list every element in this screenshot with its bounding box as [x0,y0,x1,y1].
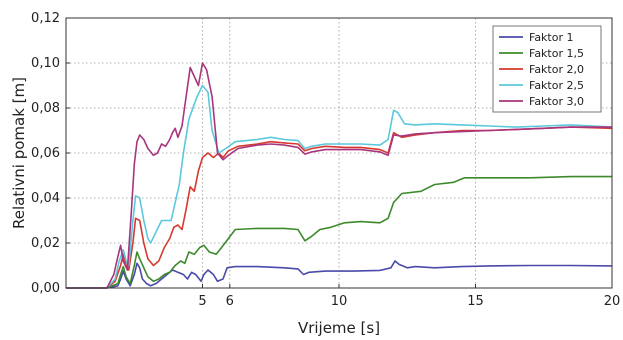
y-tick-label: 0,04 [31,191,60,206]
y-axis-label: Relativni pomak [m] [10,77,28,229]
legend-label: Faktor 2,0 [529,63,584,76]
x-tick-label: 6 [226,294,234,309]
y-tick-label: 0,12 [31,11,60,26]
x-tick-label: 10 [331,294,348,309]
y-tick-label: 0,02 [31,236,60,251]
x-tick-label: 5 [198,294,206,309]
y-tick-label: 0,00 [31,281,60,296]
legend: Faktor 1 Faktor 1,5 Faktor 2,0 Faktor 2,5 Fa… [493,26,601,112]
legend-label: Faktor 1,5 [529,47,584,60]
x-tick-label: 15 [467,294,484,309]
legend-label: Faktor 1 [529,31,574,44]
y-tick-label: 0,08 [31,101,60,116]
legend-label: Faktor 2,5 [529,79,584,92]
x-axis-label: Vrijeme [s] [298,319,380,337]
x-tick-label: 20 [604,294,621,309]
y-tick-label: 0,06 [31,146,60,161]
y-tick-label: 0,10 [31,56,60,71]
legend-label: Faktor 3,0 [529,95,584,108]
